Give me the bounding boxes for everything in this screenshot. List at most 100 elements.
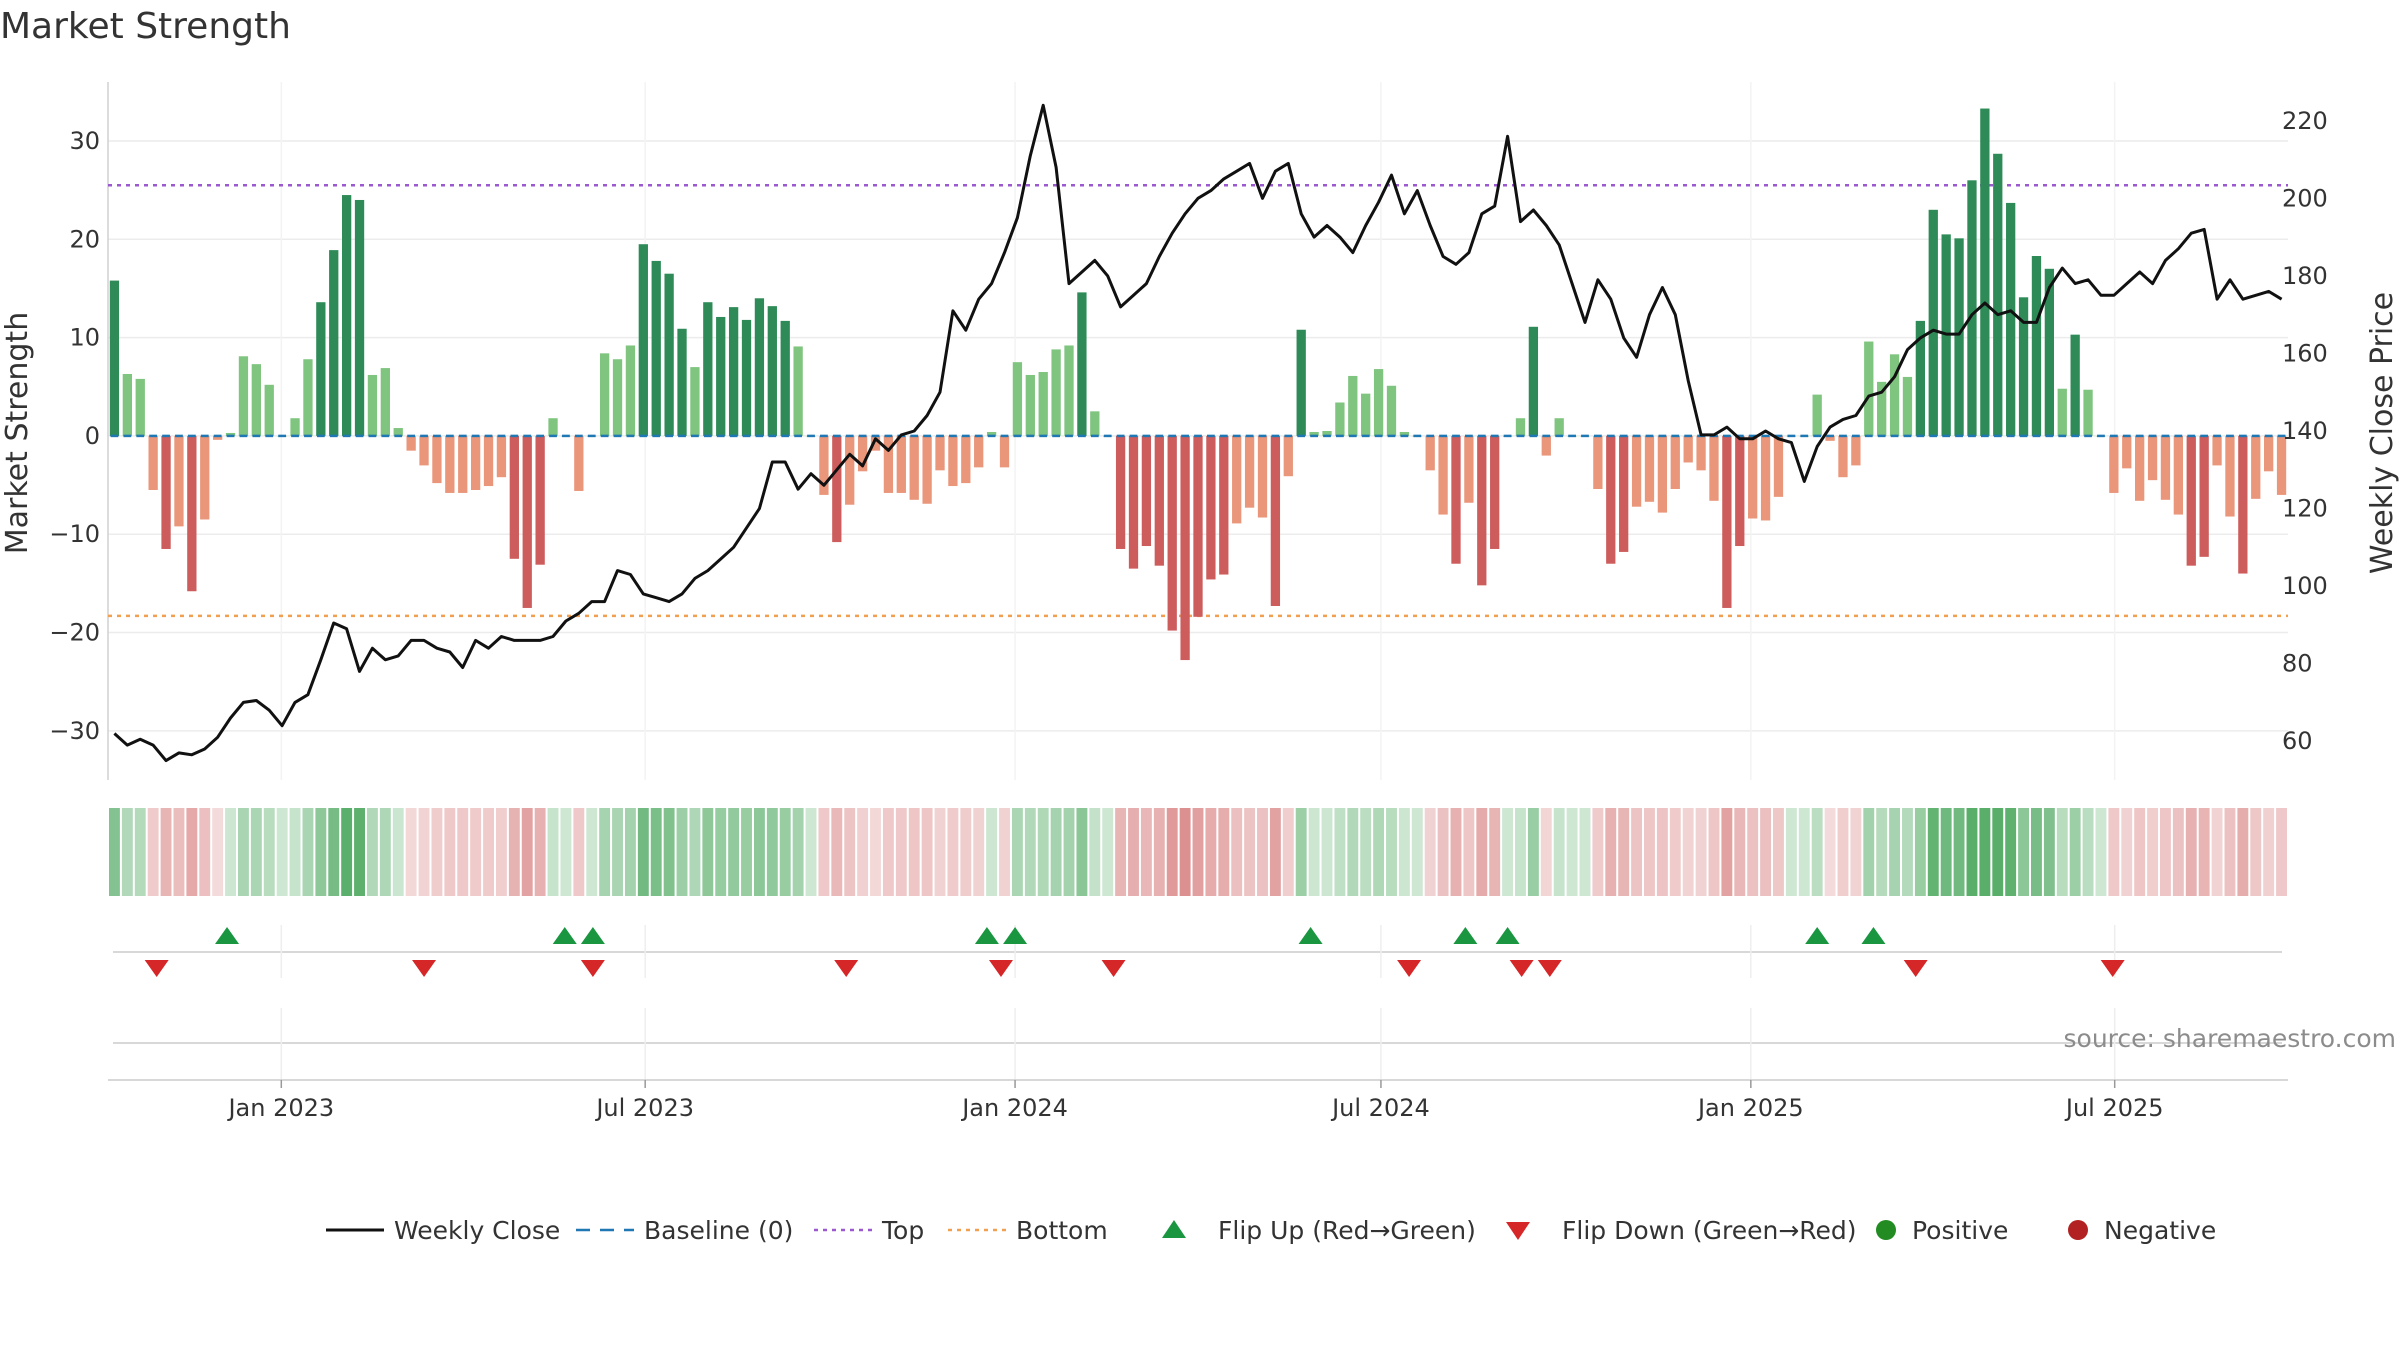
heat-cell bbox=[1347, 808, 1359, 896]
legend-label: Top bbox=[881, 1216, 924, 1245]
strength-bar bbox=[2109, 435, 2119, 493]
strength-bar bbox=[1760, 435, 1771, 521]
heat-cell bbox=[1914, 808, 1926, 896]
heat-cell bbox=[1979, 808, 1991, 896]
x-tick-label: Jan 2024 bbox=[960, 1094, 1068, 1122]
strength-bar bbox=[1619, 435, 1629, 552]
flip-up-marker bbox=[1003, 927, 1028, 944]
strength-bar bbox=[2186, 435, 2196, 566]
heat-cell bbox=[560, 808, 572, 896]
strength-bar bbox=[2173, 435, 2183, 515]
strength-bar bbox=[1748, 435, 1758, 519]
heat-cell bbox=[1192, 808, 1204, 896]
x-tick-label: Jan 2025 bbox=[1696, 1094, 1804, 1122]
strength-bar bbox=[2212, 435, 2222, 466]
y-tick-label: 20 bbox=[69, 225, 100, 253]
strength-bar bbox=[638, 244, 648, 436]
strength-bar bbox=[1219, 435, 1229, 575]
heat-cell bbox=[599, 808, 611, 896]
strength-bar bbox=[1128, 435, 1139, 569]
heat-cell bbox=[650, 808, 662, 896]
strength-bar bbox=[1528, 326, 1539, 436]
strength-bar bbox=[238, 356, 249, 436]
flip-markers-panel bbox=[113, 925, 2282, 978]
strength-bar bbox=[303, 359, 313, 436]
heat-cell bbox=[1889, 808, 1901, 896]
heat-cell bbox=[1631, 808, 1643, 896]
heat-cell bbox=[121, 808, 133, 896]
heat-cell bbox=[612, 808, 623, 896]
heat-cell bbox=[624, 808, 636, 896]
heat-cell bbox=[2018, 808, 2030, 896]
heat-cell bbox=[1656, 808, 1668, 896]
strength-bar bbox=[1993, 153, 2003, 436]
strength-bar bbox=[819, 435, 829, 495]
strength-bar bbox=[187, 435, 197, 592]
strength-bar bbox=[1838, 435, 1848, 478]
strength-bar bbox=[1915, 320, 1926, 436]
heat-cell bbox=[702, 808, 714, 896]
heat-cell bbox=[1411, 808, 1423, 896]
strength-bar bbox=[1090, 411, 1100, 436]
y2-tick-label: 160 bbox=[2282, 339, 2328, 367]
strength-bar bbox=[2160, 435, 2171, 500]
legend-label: Positive bbox=[1912, 1216, 2008, 1245]
heat-cell bbox=[1592, 808, 1604, 896]
strength-bar bbox=[741, 319, 752, 436]
heat-cell bbox=[212, 808, 224, 896]
heat-cell bbox=[2237, 808, 2249, 896]
strength-bar bbox=[1257, 435, 1268, 518]
heat-cell bbox=[1257, 808, 1268, 896]
strength-bar bbox=[1877, 381, 1887, 436]
heat-cell bbox=[586, 808, 598, 896]
legend-swatch bbox=[2068, 1220, 2088, 1240]
heat-cell bbox=[2108, 808, 2120, 896]
heat-cell bbox=[354, 808, 365, 896]
strength-bar bbox=[470, 435, 481, 490]
flip-down-marker bbox=[580, 960, 605, 977]
legend-label: Flip Up (Red→Green) bbox=[1218, 1216, 1476, 1245]
strength-bar bbox=[1335, 402, 1345, 436]
heat-cell bbox=[1089, 808, 1101, 896]
strength-bar bbox=[316, 302, 326, 436]
strength-bar bbox=[677, 328, 687, 436]
strength-bar bbox=[1232, 435, 1242, 524]
heat-cell bbox=[2056, 808, 2068, 896]
strength-bar bbox=[1631, 435, 1642, 507]
strength-bar bbox=[651, 260, 661, 436]
heat-cell bbox=[1282, 808, 1294, 896]
heat-cell bbox=[1398, 808, 1410, 896]
strength-bar bbox=[1477, 435, 1487, 586]
strength-bar bbox=[690, 367, 700, 436]
heat-cell bbox=[1605, 808, 1617, 896]
strength-bar bbox=[148, 435, 158, 490]
strength-bar bbox=[1967, 180, 1977, 436]
strength-bar bbox=[109, 280, 120, 436]
heat-cell bbox=[2069, 808, 2081, 896]
strength-bar bbox=[548, 418, 558, 436]
heat-cell bbox=[1708, 808, 1720, 896]
y2-tick-label: 180 bbox=[2282, 262, 2328, 290]
heat-cell bbox=[2121, 808, 2133, 896]
heat-cell bbox=[2147, 808, 2159, 896]
strength-bar bbox=[780, 320, 790, 436]
heat-cell bbox=[1863, 808, 1875, 896]
strength-bar bbox=[974, 435, 984, 468]
strength-bar bbox=[122, 373, 132, 436]
heat-cell bbox=[908, 808, 920, 896]
heat-cell bbox=[1205, 808, 1217, 896]
heat-cell bbox=[1940, 808, 1952, 896]
heat-cell bbox=[1927, 808, 1939, 896]
strength-bar bbox=[935, 435, 945, 471]
heat-cell bbox=[1644, 808, 1655, 896]
heat-cell bbox=[676, 808, 688, 896]
strength-bar bbox=[161, 435, 171, 549]
heat-cell bbox=[1037, 808, 1049, 896]
flip-down-marker bbox=[412, 960, 437, 977]
heat-cell bbox=[199, 808, 211, 896]
strength-bar bbox=[354, 199, 365, 436]
heat-cell bbox=[289, 808, 301, 896]
heat-cell bbox=[2211, 808, 2223, 896]
strength-bar bbox=[2251, 435, 2261, 499]
